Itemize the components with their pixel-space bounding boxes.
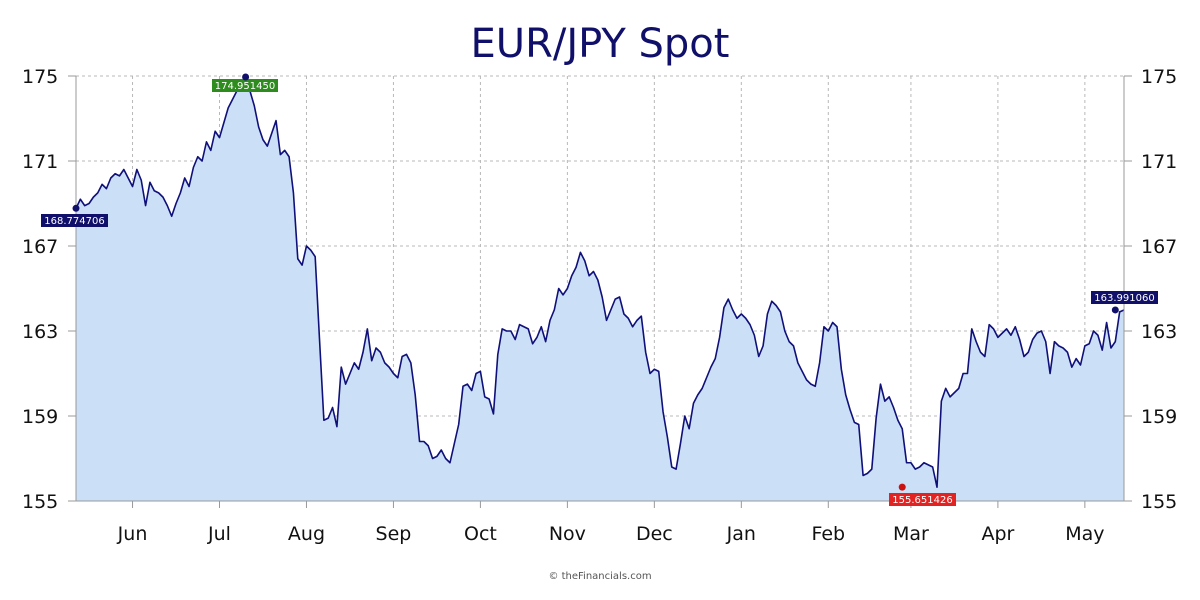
y-tick-label-left: 163 [22,321,58,343]
y-tick-label-left: 159 [22,406,58,428]
high-price-point [242,73,250,81]
end-price-tag-label: 163.991060 [1094,293,1154,304]
x-tick-label: Feb [811,523,845,545]
y-tick-label-right: 159 [1141,406,1177,428]
y-tick-label-right: 175 [1141,66,1177,88]
price-series-line [75,76,1125,488]
y-tick-label-left: 167 [22,236,58,258]
end-price-point [1111,306,1119,314]
y-tick-label-left: 155 [22,491,58,513]
low-price-point [898,483,906,491]
price-markers: 168.774706 174.951450 155.651426 163.991060 [41,73,1158,506]
start-price-tag-box [41,214,108,227]
y-tick-label-right: 171 [1141,151,1177,173]
x-axis-ticks: Jun Jul Aug Sep Oct Nov Dec Jan Feb Mar Apr May [117,501,1105,545]
end-price-tag-box [1091,291,1158,304]
credit-text: © theFinancials.com [548,571,651,582]
x-tick-label: Apr [981,523,1014,545]
y-tick-label-left: 175 [22,66,58,88]
price-area [75,76,1125,501]
x-tick-label: Oct [464,523,497,545]
chart-title: EUR/JPY Spot [471,21,730,67]
x-tick-label: Mar [893,523,929,545]
y-tick-label-right: 155 [1141,491,1177,513]
start-price-point [72,204,80,212]
low-price-tag-box [889,493,956,506]
high-price-tag-label: 174.951450 [215,81,275,92]
y-tick-label-right: 167 [1141,236,1177,258]
x-tick-label: Nov [549,523,586,545]
x-tick-label: Jun [117,523,148,545]
high-price-tag-box [212,79,278,92]
y-axis-ticks: 175 175 171 171 167 167 163 163 159 159 155 155 [22,66,1177,513]
y-tick-label-right: 163 [1141,321,1177,343]
x-tick-label: Jul [207,523,231,545]
x-tick-label: May [1065,523,1104,545]
y-tick-label-left: 171 [22,151,58,173]
x-tick-label: Jan [726,523,756,545]
low-price-tag-label: 155.651426 [892,495,952,506]
x-tick-label: Sep [376,523,412,545]
start-price-tag-label: 168.774706 [44,216,104,227]
x-tick-label: Dec [636,523,673,545]
x-tick-label: Aug [288,523,325,545]
